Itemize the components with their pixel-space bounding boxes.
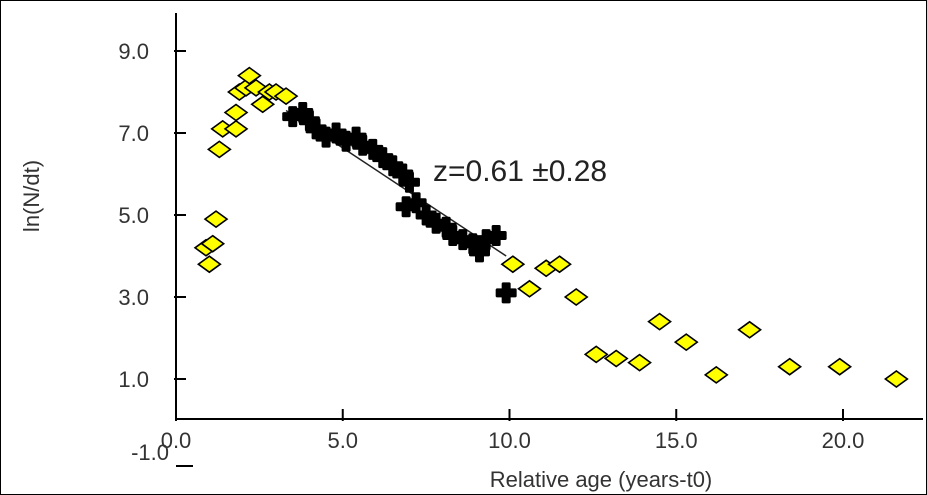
fit-annotation: z=0.61 ±0.28 — [433, 155, 607, 188]
data-points — [193, 66, 909, 388]
yellow-diamond-point — [517, 279, 542, 298]
yellow-diamond-point — [827, 357, 853, 376]
yellow-diamond-point — [737, 320, 762, 339]
y-axis-label: ln(N/dt) — [19, 160, 44, 232]
yellow-diamond-point — [206, 140, 232, 159]
yellow-diamond-point — [673, 333, 699, 352]
yellow-diamond-point — [223, 103, 249, 122]
y-tick-label: 7.0 — [118, 121, 149, 146]
yellow-diamond-point — [200, 234, 226, 253]
yellow-diamond-point — [223, 119, 249, 138]
yellow-diamond-point — [237, 66, 262, 85]
y-tick-label: 5.0 — [118, 203, 149, 228]
yellow-diamond-point — [647, 312, 672, 331]
y-axis-ticks: -1.0 1.0 3.0 5.0 7.0 9.0 — [118, 39, 193, 467]
yellow-diamond-point — [777, 357, 803, 376]
yellow-diamond-point — [563, 288, 589, 306]
yellow-diamond-point — [273, 87, 299, 106]
y-tick-label: 3.0 — [118, 285, 149, 310]
yellow-diamond-point — [627, 353, 652, 372]
black-cross-point — [485, 225, 507, 246]
x-tick-label: 20.0 — [822, 428, 865, 453]
yellow-diamond-point — [500, 255, 526, 274]
yellow-diamond-point — [243, 78, 269, 97]
x-axis-ticks: 0.0 5.0 10.0 15.0 20.0 — [161, 409, 865, 453]
black-cross-point — [495, 282, 517, 304]
x-tick-label: 5.0 — [327, 428, 358, 453]
x-tick-label: 0.0 — [161, 428, 192, 453]
yellow-diamond-point — [196, 255, 222, 274]
yellow-diamond-point — [547, 255, 572, 274]
y-tick-label: 9.0 — [118, 39, 149, 64]
yellow-diamond-point — [203, 210, 229, 229]
x-tick-label: 15.0 — [655, 428, 698, 453]
yellow-diamond-point — [603, 349, 629, 368]
yellow-diamond-point — [883, 370, 909, 388]
yellow-diamond-point — [250, 95, 276, 114]
y-tick-label: 1.0 — [118, 367, 149, 392]
x-axis-label: Relative age (years-t0) — [490, 467, 713, 492]
y-tick-label: -1.0 — [131, 440, 169, 465]
x-tick-label: 10.0 — [488, 428, 531, 453]
yellow-diamond-point — [583, 345, 609, 364]
axes — [175, 13, 923, 420]
black-cross-point — [398, 171, 420, 193]
yellow-diamond-point — [703, 365, 729, 384]
